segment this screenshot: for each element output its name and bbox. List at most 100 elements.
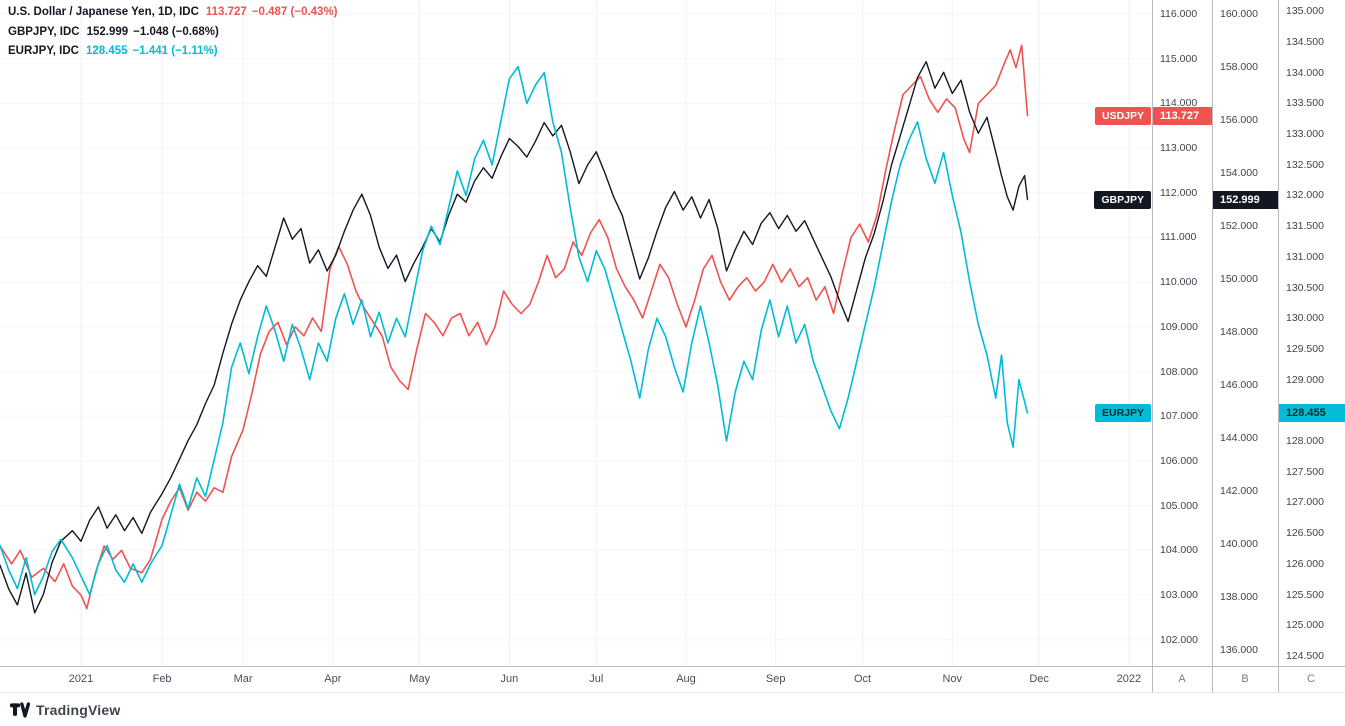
scale-letter-a[interactable]: A (1178, 673, 1186, 685)
time-tick-may: May (409, 673, 431, 685)
price-tick-label: 132.500 (1286, 158, 1324, 171)
legend-last-value: 152.999 (86, 25, 129, 38)
price-scale-c-eurjpy[interactable]: 135.000 134.500 134.000 133.500 133.000 132.5… (1278, 0, 1345, 666)
tradingview-logo-text: TradingView (36, 701, 121, 718)
time-tick-feb: Feb (152, 673, 172, 685)
price-tick-label: 129.500 (1286, 342, 1324, 355)
axis-separator (1212, 667, 1213, 693)
chart-legend: U.S. Dollar / Japanese Yen, 1D, IDC 113.7… (8, 3, 338, 62)
price-tick-label: 133.500 (1286, 97, 1324, 110)
price-tick-label: 132.000 (1286, 189, 1324, 202)
price-tick-label: 125.000 (1286, 619, 1324, 632)
price-tick-label: 105.000 (1160, 499, 1198, 512)
series-line-eurjpy (0, 65, 1029, 596)
time-tick-apr: Apr (324, 673, 342, 685)
price-tick-label: 160.000 (1220, 7, 1258, 20)
price-tick-label: 126.500 (1286, 527, 1324, 540)
price-tick-label: 156.000 (1220, 113, 1258, 126)
time-axis[interactable]: 2021 Feb Mar Apr May Jun Jul Aug Sep Oct Nov Dec 202… (0, 666, 1345, 693)
price-tick-label: 124.500 (1286, 649, 1324, 662)
price-tick-label: 129.000 (1286, 373, 1324, 386)
price-tick-label: 127.500 (1286, 465, 1324, 478)
legend-change: −1.441 (−1.11%) (132, 45, 218, 57)
price-tick-label: 152.000 (1220, 219, 1258, 232)
price-scale-a-usdjpy[interactable]: 116.000 115.000 114.000 113.000 112.000 111.0… (1152, 0, 1212, 666)
price-tick-label: 116.000 (1160, 7, 1198, 20)
scale-letter-b[interactable]: B (1241, 673, 1249, 685)
price-tick-label: 108.000 (1160, 365, 1198, 378)
legend-change: −1.048 (−0.68%) (133, 25, 219, 38)
price-tick-label: 114.000 (1160, 97, 1198, 110)
price-tick-label: 131.500 (1286, 220, 1324, 233)
legend-change: −0.487 (−0.43%) (251, 6, 338, 18)
bottom-toolbar: TradingView (0, 692, 1345, 726)
symbol-chip-gbpjpy: GBPJPY (1094, 190, 1151, 209)
price-tick-label: 134.500 (1286, 35, 1324, 48)
price-tick-label: 103.000 (1160, 589, 1198, 602)
price-tick-label: 110.000 (1160, 276, 1198, 289)
price-tick-label: 126.000 (1286, 557, 1324, 570)
price-tick-label: 136.000 (1220, 643, 1258, 656)
time-tick-nov: Nov (942, 673, 963, 685)
symbol-chip-eurjpy: EURJPY (1094, 404, 1151, 423)
tradingview-logo-icon (10, 701, 30, 718)
time-tick-jun: Jun (500, 673, 519, 685)
price-tick-label: 102.000 (1160, 633, 1198, 646)
price-label-gbpjpy: 152.999 (1213, 190, 1278, 209)
price-tick-label: 106.000 (1160, 454, 1198, 467)
axis-separator (1152, 667, 1153, 693)
price-tick-label: 134.000 (1286, 66, 1324, 79)
chart-plot-area[interactable]: U.S. Dollar / Japanese Yen, 1D, IDC 113.7… (0, 0, 1152, 666)
price-tick-label: 127.000 (1286, 496, 1324, 509)
time-tick-2021: 2021 (68, 673, 94, 685)
legend-symbol-title: U.S. Dollar / Japanese Yen, 1D, IDC (8, 6, 199, 18)
time-tick-sep: Sep (765, 673, 786, 685)
price-tick-label: 138.000 (1220, 590, 1258, 603)
price-tick-label: 115.000 (1160, 52, 1198, 65)
legend-symbol-title: GBPJPY, IDC (8, 25, 80, 38)
time-tick-mar: Mar (233, 673, 253, 685)
time-tick-jul: Jul (589, 673, 604, 685)
price-tick-label: 135.000 (1286, 5, 1324, 18)
price-tick-label: 125.500 (1286, 588, 1324, 601)
price-tick-label: 148.000 (1220, 325, 1258, 338)
legend-last-value: 128.455 (85, 45, 128, 57)
price-tick-label: 112.000 (1160, 186, 1198, 199)
legend-row-eurjpy[interactable]: EURJPY, IDC 128.455 −1.441 (−1.11%) (8, 42, 338, 62)
price-tick-label: 154.000 (1220, 166, 1258, 179)
legend-symbol-title: EURJPY, IDC (8, 45, 79, 57)
legend-row-gbpjpy[interactable]: GBPJPY, IDC 152.999 −1.048 (−0.68%) (8, 23, 338, 43)
price-tick-label: 107.000 (1160, 410, 1198, 423)
price-tick-label: 133.000 (1286, 128, 1324, 141)
scale-letter-c[interactable]: C (1307, 673, 1315, 685)
price-tick-label: 146.000 (1220, 378, 1258, 391)
legend-row-usdjpy[interactable]: U.S. Dollar / Japanese Yen, 1D, IDC 113.7… (8, 3, 338, 23)
time-tick-aug: Aug (676, 673, 696, 685)
price-tick-label: 131.000 (1286, 250, 1324, 263)
price-tick-label: 128.000 (1286, 435, 1324, 448)
price-label-eurjpy: 128.455 (1279, 404, 1345, 423)
price-tick-label: 104.000 (1160, 544, 1198, 557)
price-tick-label: 140.000 (1220, 537, 1258, 550)
time-tick-dec: Dec (1029, 673, 1049, 685)
symbol-chip-usdjpy: USDJPY (1094, 106, 1151, 125)
tradingview-logo-link[interactable]: TradingView (10, 701, 120, 719)
chart-canvas (0, 0, 1152, 666)
price-tick-label: 113.000 (1160, 142, 1198, 155)
axis-separator (1278, 667, 1279, 693)
price-tick-label: 142.000 (1220, 484, 1258, 497)
legend-last-value: 113.727 (205, 6, 247, 18)
series-line-gbpjpy (0, 61, 1029, 614)
time-tick-2022: 2022 (1116, 673, 1142, 685)
price-tick-label: 111.000 (1160, 231, 1197, 244)
price-tick-label: 158.000 (1220, 60, 1258, 73)
price-scale-b-gbpjpy[interactable]: 160.000 158.000 156.000 154.000 152.000 150.0… (1212, 0, 1278, 666)
price-tick-label: 109.000 (1160, 320, 1198, 333)
price-tick-label: 144.000 (1220, 431, 1258, 444)
time-tick-oct: Oct (853, 673, 872, 685)
price-label-usdjpy: 113.727 (1153, 106, 1212, 125)
price-tick-label: 130.500 (1286, 281, 1324, 294)
price-tick-label: 150.000 (1220, 272, 1258, 285)
price-tick-label: 130.000 (1286, 312, 1324, 325)
